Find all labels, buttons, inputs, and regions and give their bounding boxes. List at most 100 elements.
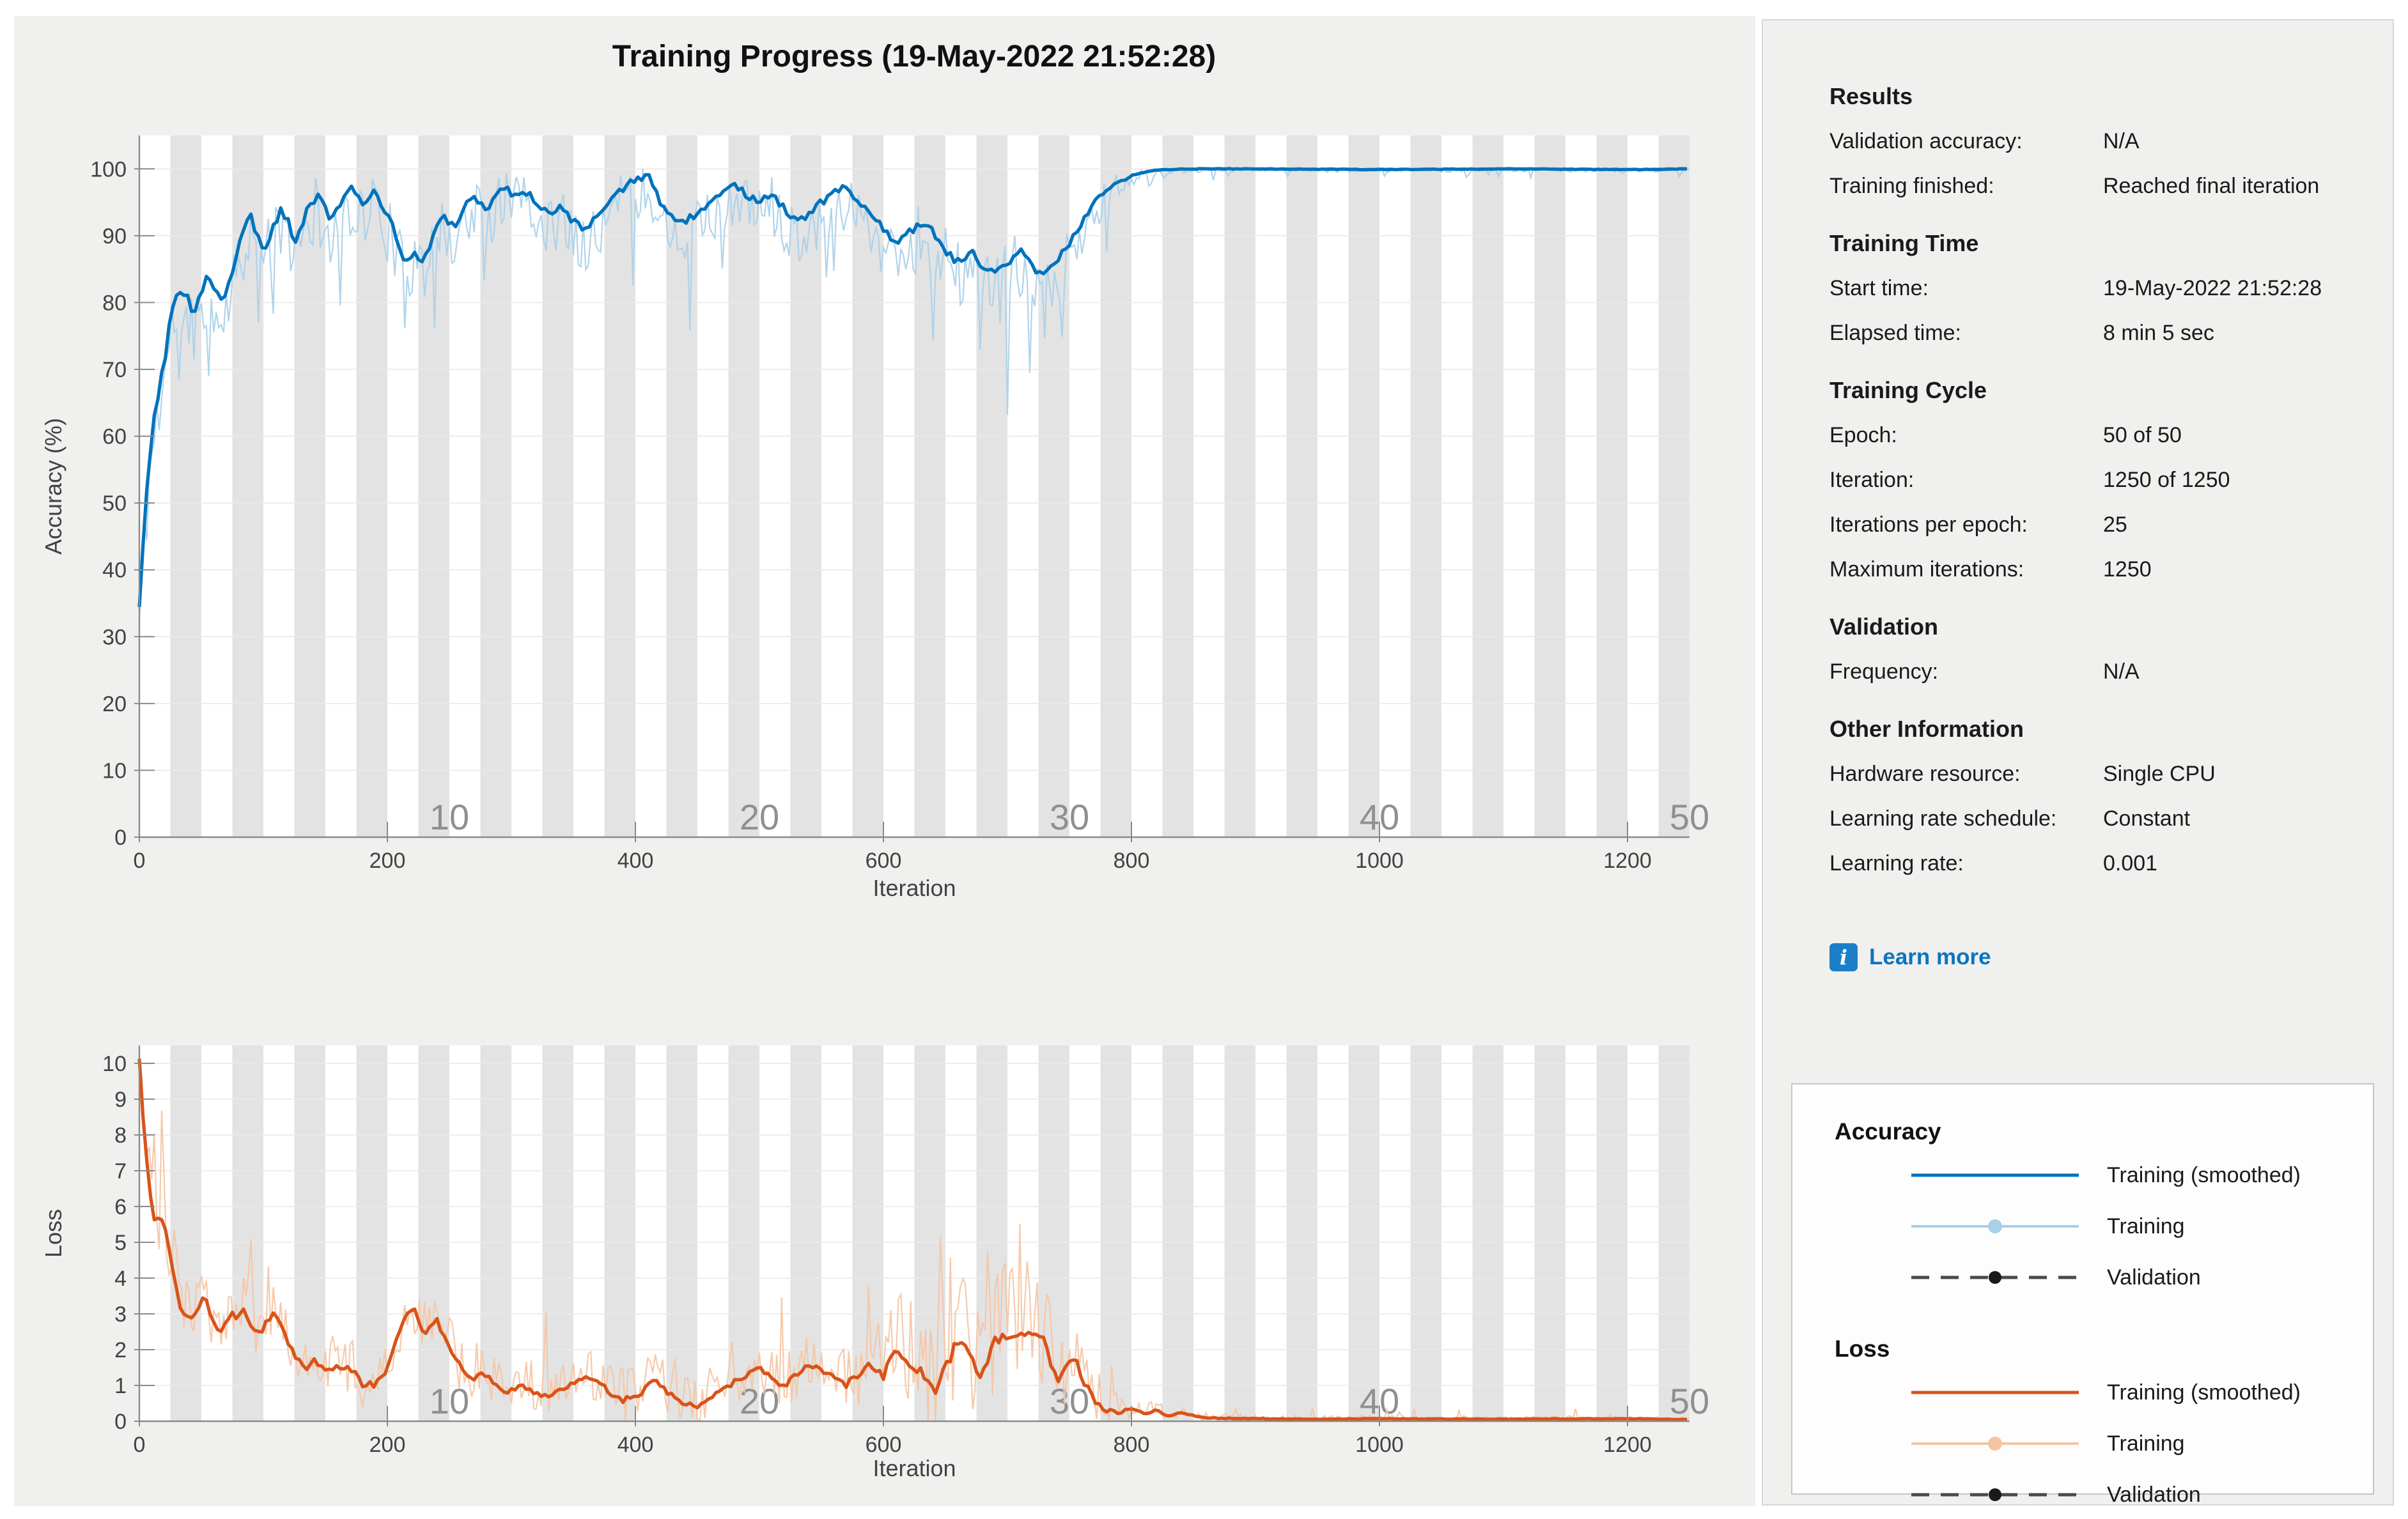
row-label: Start time:: [1829, 276, 1929, 300]
x-tick-label: 600: [866, 849, 902, 873]
y-tick-label: 10: [102, 1052, 127, 1076]
epoch-bands: [170, 1045, 1689, 1421]
epoch-bands: [170, 135, 1689, 837]
row-label: Training finished:: [1829, 174, 1994, 198]
row-value: 0.001: [2103, 851, 2158, 875]
legend-label: Validation: [2107, 1265, 2201, 1290]
learn-more-link[interactable]: i Learn more: [1829, 943, 2373, 971]
x-tick-label: 1200: [1603, 849, 1652, 873]
legend-label: Training (smoothed): [2107, 1380, 2301, 1405]
row-label: Elapsed time:: [1829, 321, 1961, 345]
y-tick-label: 3: [114, 1302, 127, 1327]
y-tick-label: 0: [114, 826, 127, 850]
training-time-heading: Training Time: [1829, 230, 1979, 256]
row-label: Iterations per epoch:: [1829, 513, 2028, 537]
row-value: 50 of 50: [2103, 423, 2182, 447]
row-value: N/A: [2103, 659, 2140, 684]
x-tick-label: 800: [1114, 1433, 1150, 1457]
row-value: 25: [2103, 513, 2127, 537]
legend-item-loss-smoothed: Training (smoothed): [1835, 1367, 2373, 1418]
y-tick-label: 40: [102, 559, 127, 583]
other-information-heading: Other Information: [1829, 716, 2024, 742]
loss-raw-line-sample: [1911, 1437, 2079, 1451]
legend-accuracy-heading: Accuracy: [1835, 1118, 1941, 1145]
x-tick-label: 1200: [1603, 1433, 1652, 1457]
page-title: Training Progress (19-May-2022 21:52:28): [612, 40, 1216, 73]
epoch-labels: 10 20 30 40 50: [430, 1381, 1709, 1421]
legend-label: Training (smoothed): [2107, 1162, 2301, 1187]
accuracy-raw-line-sample: [1911, 1219, 2079, 1233]
legend-item-accuracy-raw: Training: [1835, 1201, 2373, 1252]
epoch-label: 30: [1050, 797, 1089, 837]
y-tick-label: 50: [102, 491, 127, 516]
epoch-label: 10: [430, 1381, 469, 1421]
x-tick-label: 200: [369, 1433, 406, 1457]
results-heading: Results: [1829, 83, 1913, 109]
x-tick-label: 600: [866, 1433, 902, 1457]
validation-heading: Validation: [1829, 613, 1939, 640]
legend-item-loss-validation: Validation: [1835, 1469, 2373, 1519]
info-row-maximum-iterations: Maximum iterations: 1250: [1829, 547, 2373, 592]
x-tick-label: 0: [134, 849, 146, 873]
epoch-label: 30: [1050, 1381, 1089, 1421]
row-label: Frequency:: [1829, 659, 1939, 684]
legend-item-loss-raw: Training: [1835, 1418, 2373, 1469]
x-tick-label: 200: [369, 849, 406, 873]
row-value: 19-May-2022 21:52:28: [2103, 276, 2322, 300]
row-value: Reached final iteration: [2103, 174, 2320, 198]
y-tick-label: 7: [114, 1159, 127, 1184]
row-label: Hardware resource:: [1829, 762, 2021, 786]
info-row-iteration: Iteration: 1250 of 1250: [1829, 458, 2373, 502]
figure-panel: 10 20 30 40 50 0 10 20 30 40 50 60 70 80 90 100 0 200 400 6…: [14, 16, 1755, 1506]
epoch-label: 50: [1670, 1381, 1709, 1421]
gridlines: [139, 168, 1689, 771]
training-cycle-heading: Training Cycle: [1829, 377, 1987, 403]
row-label: Maximum iterations:: [1829, 557, 2024, 582]
legend-label: Training: [2107, 1214, 2185, 1238]
info-row-frequency: Frequency: N/A: [1829, 649, 2373, 694]
row-label: Learning rate:: [1829, 851, 1964, 875]
row-value: N/A: [2103, 129, 2140, 153]
row-label: Learning rate schedule:: [1829, 806, 2057, 831]
y-tick-label: 100: [90, 157, 127, 181]
loss-x-axis-label: Iteration: [873, 1455, 956, 1481]
info-row-elapsed-time: Elapsed time: 8 min 5 sec: [1829, 311, 2373, 355]
y-tick-label: 10: [102, 759, 127, 783]
legend-label: Training: [2107, 1431, 2185, 1456]
accuracy-x-axis-label: Iteration: [873, 875, 956, 901]
x-tick-label: 400: [618, 1433, 654, 1457]
validation-dashed-line-sample: [1911, 1271, 2079, 1284]
y-tick-label: 60: [102, 425, 127, 449]
row-value: 1250 of 1250: [2103, 468, 2230, 492]
row-label: Iteration:: [1829, 468, 1915, 492]
y-tick-label: 2: [114, 1338, 127, 1362]
row-value: 1250: [2103, 557, 2152, 582]
info-panel: Results Validation accuracy: N/A Trainin…: [1762, 19, 2394, 1507]
accuracy-y-axis-label: Accuracy (%): [40, 418, 66, 555]
row-value: Single CPU: [2103, 762, 2216, 786]
legend-panel: Accuracy Training (smoothed) Training: [1791, 1083, 2374, 1507]
info-row-epoch: Epoch: 50 of 50: [1829, 413, 2373, 458]
row-label: Epoch:: [1829, 423, 1897, 447]
y-tick-label: 70: [102, 358, 127, 382]
y-tick-label: 5: [114, 1231, 127, 1255]
x-tick-label: 1000: [1355, 1433, 1404, 1457]
info-row-learning-rate-schedule: Learning rate schedule: Constant: [1829, 796, 2373, 841]
epoch-label: 20: [740, 797, 779, 837]
info-row-validation-accuracy: Validation accuracy: N/A: [1829, 119, 2373, 164]
y-tick-label: 9: [114, 1088, 127, 1112]
epoch-label: 50: [1670, 797, 1709, 837]
legend-item-accuracy-smoothed: Training (smoothed): [1835, 1150, 2373, 1201]
training-info: Results Validation accuracy: N/A Trainin…: [1829, 74, 2373, 971]
legend-loss-heading: Loss: [1835, 1336, 1890, 1362]
y-tick-label: 4: [114, 1267, 127, 1291]
info-row-iterations-per-epoch: Iterations per epoch: 25: [1829, 502, 2373, 547]
legend-item-accuracy-validation: Validation: [1835, 1252, 2373, 1303]
info-icon: i: [1829, 943, 1858, 971]
validation-dashed-line-sample: [1911, 1488, 2079, 1501]
loss-y-axis-label: Loss: [40, 1209, 66, 1258]
